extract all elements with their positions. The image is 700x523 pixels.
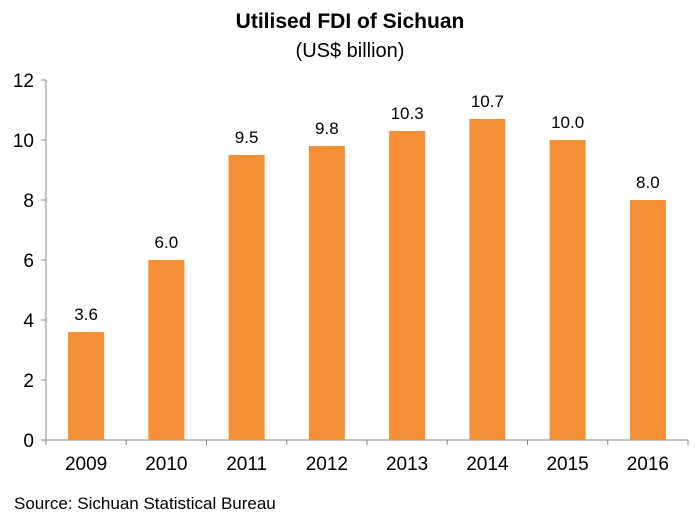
bar-2010: [148, 260, 185, 440]
x-tick-label-2011: 2011: [226, 454, 267, 475]
bar-2013: [389, 131, 426, 440]
y-tick-label: 2: [23, 371, 34, 392]
y-tick-label: 4: [23, 311, 34, 332]
y-tick-label: 12: [13, 71, 34, 92]
x-tick-label-2013: 2013: [386, 454, 428, 475]
data-label-2014: 10.7: [471, 92, 504, 111]
x-tick-label-2009: 2009: [65, 454, 107, 475]
bar-2015: [549, 140, 586, 440]
bar-2009: [68, 332, 105, 440]
x-tick-label-2014: 2014: [466, 454, 509, 475]
y-axis: 0 2 4 6 8 10 12: [13, 71, 47, 452]
x-tick-label-2012: 2012: [306, 454, 348, 475]
data-label-2015: 10.0: [551, 113, 584, 132]
bar-2016: [629, 200, 666, 440]
bar-2012: [308, 146, 345, 440]
x-tick-label-2015: 2015: [546, 454, 588, 475]
chart-subtitle: (US$ billion): [295, 40, 405, 62]
y-tick-label: 10: [13, 131, 34, 152]
bar-2014: [469, 119, 506, 440]
data-label-2011: 9.5: [235, 128, 259, 147]
chart-title: Utilised FDI of Sichuan: [235, 10, 465, 33]
x-axis: 2009 2010 2011 2012 2013 2014 2015 2016: [45, 439, 689, 475]
x-tick-label-2010: 2010: [145, 454, 187, 475]
x-tick-label-2016: 2016: [627, 454, 669, 475]
source-note: Source: Sichuan Statistical Bureau: [14, 494, 276, 513]
data-label-2010: 6.0: [155, 233, 179, 252]
data-label-2009: 3.6: [74, 305, 98, 324]
y-tick-label: 0: [23, 431, 34, 452]
y-tick-label: 8: [23, 191, 34, 212]
data-label-2012: 9.8: [315, 119, 339, 138]
data-label-2016: 8.0: [636, 173, 660, 192]
data-labels: 3.6 6.0 9.5 9.8 10.3 10.7 10.0 8.0: [74, 92, 659, 324]
bar-2011: [228, 155, 265, 440]
y-tick-label: 6: [23, 251, 34, 272]
data-label-2013: 10.3: [391, 104, 424, 123]
bars: [68, 119, 666, 440]
